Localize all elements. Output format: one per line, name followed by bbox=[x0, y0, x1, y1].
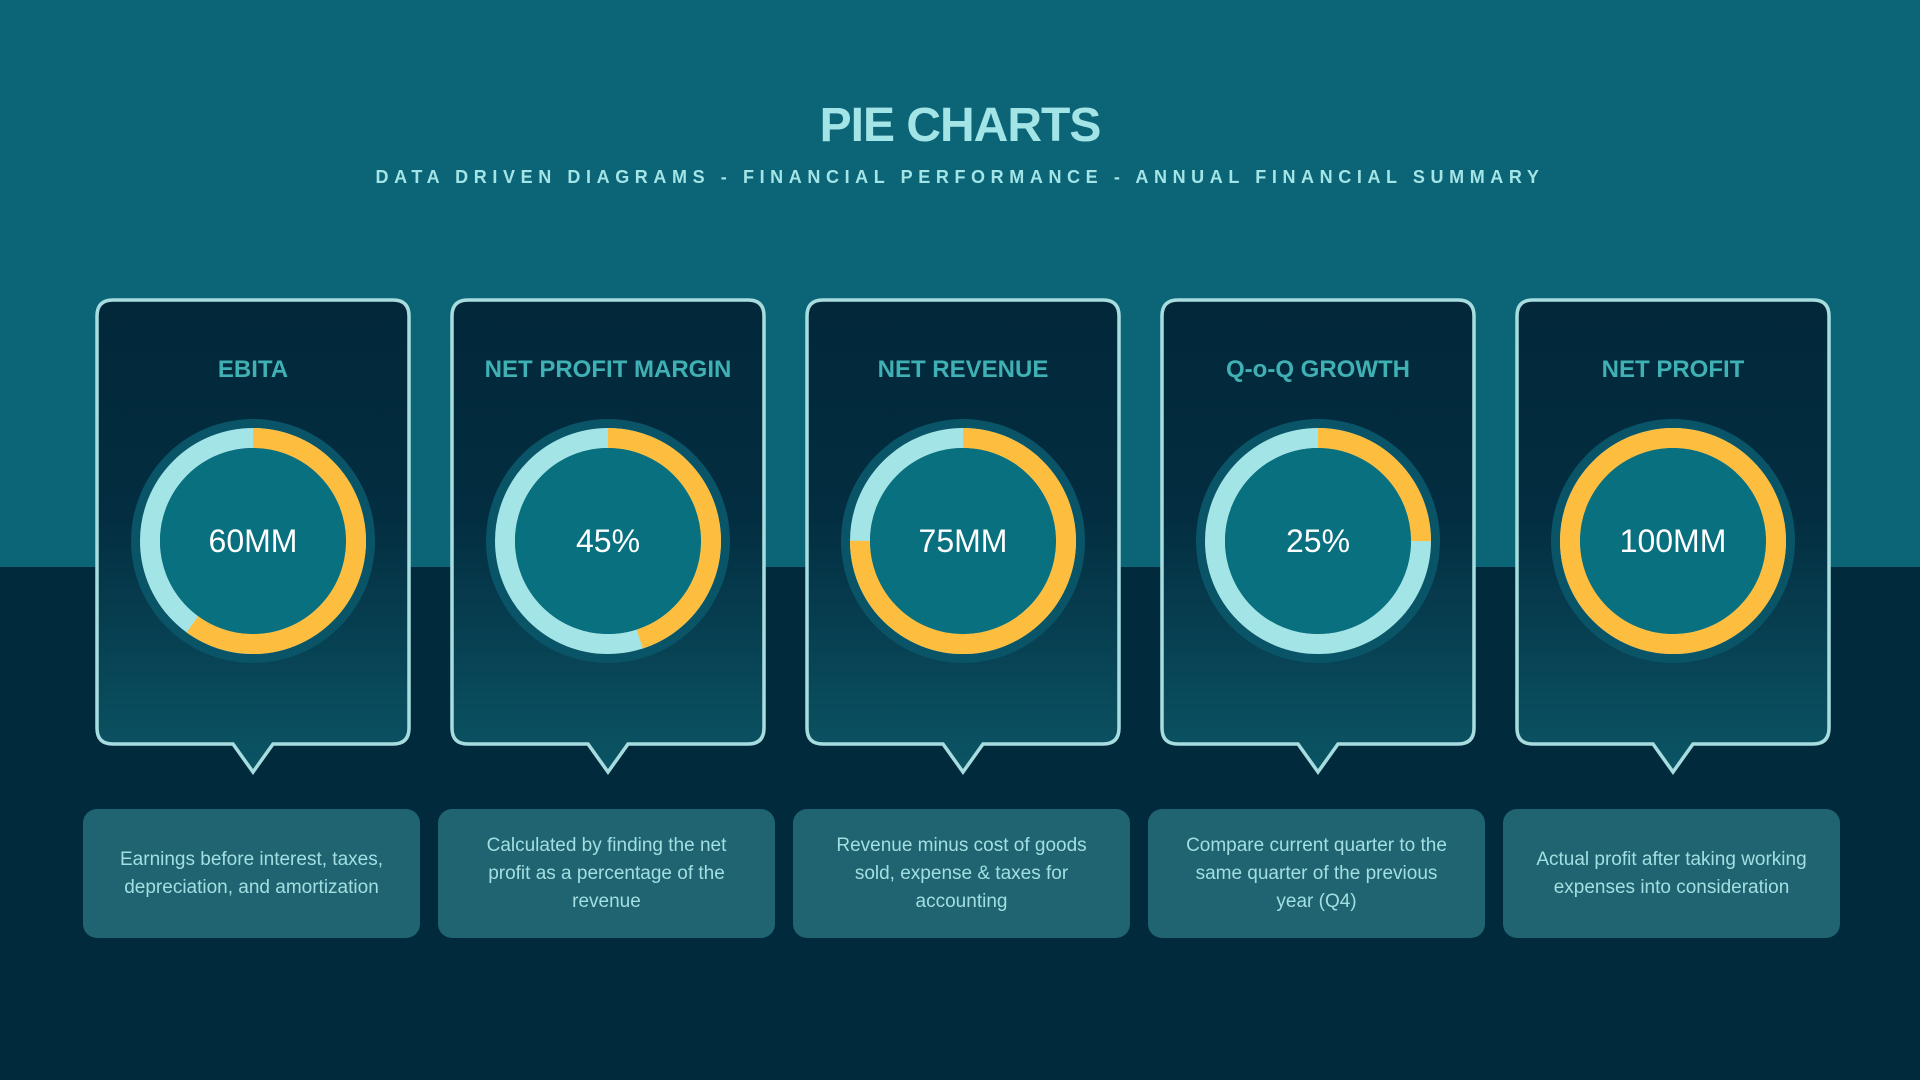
pie-card: NET PROFIT 100MM bbox=[1515, 298, 1831, 784]
description-text: Calculated by finding the net profit as … bbox=[486, 834, 727, 912]
description-text: Compare current quarter to the same quar… bbox=[1186, 834, 1447, 912]
card-title: NET PROFIT MARGIN bbox=[484, 356, 732, 383]
description-box: Earnings before interest, taxes, depreci… bbox=[83, 809, 420, 938]
description-text: Earnings before interest, taxes, depreci… bbox=[120, 848, 383, 898]
card-title: Q-o-Q GROWTH bbox=[1226, 356, 1410, 383]
description-box: Calculated by finding the net profit as … bbox=[438, 809, 775, 938]
donut-value-slice bbox=[1205, 428, 1431, 654]
pie-card: NET REVENUE 75MM bbox=[805, 298, 1121, 784]
description-text: Revenue minus cost of goods sold, expens… bbox=[836, 834, 1087, 912]
card-value: 100MM bbox=[1619, 523, 1727, 559]
page-title: PIE CHARTS bbox=[819, 99, 1102, 152]
donut-center bbox=[160, 448, 346, 634]
donut-value-slice bbox=[140, 428, 366, 654]
card-value: 60MM bbox=[208, 523, 298, 559]
description-text: Actual profit after taking working expen… bbox=[1536, 848, 1807, 898]
pie-card: NET PROFIT MARGIN 45% bbox=[450, 298, 766, 784]
card-title: EBITA bbox=[217, 356, 289, 383]
donut-center bbox=[1225, 448, 1411, 634]
donut-chart bbox=[1551, 419, 1795, 663]
donut-chart bbox=[1196, 419, 1440, 663]
donut-chart bbox=[841, 419, 1085, 663]
donut-center bbox=[870, 448, 1056, 634]
donut-center bbox=[515, 448, 701, 634]
page-subtitle: DATA DRIVEN DIAGRAMS - FINANCIAL PERFORM… bbox=[375, 167, 1545, 187]
donut-value-slice bbox=[495, 428, 721, 654]
pie-card: EBITA 60MM bbox=[95, 298, 411, 784]
card-value: 45% bbox=[575, 523, 641, 559]
donut-value-slice bbox=[1560, 428, 1786, 654]
card-value: 25% bbox=[1285, 523, 1351, 559]
description-box: Actual profit after taking working expen… bbox=[1503, 809, 1840, 938]
donut-center bbox=[1580, 448, 1766, 634]
card-title: NET PROFIT bbox=[1601, 356, 1745, 383]
card-title: NET REVENUE bbox=[877, 356, 1049, 383]
donut-chart bbox=[486, 419, 730, 663]
donut-chart bbox=[131, 419, 375, 663]
description-box: Revenue minus cost of goods sold, expens… bbox=[793, 809, 1130, 938]
card-value: 75MM bbox=[918, 523, 1008, 559]
description-box: Compare current quarter to the same quar… bbox=[1148, 809, 1485, 938]
donut-value-slice bbox=[850, 428, 1076, 654]
pie-card: Q-o-Q GROWTH 25% bbox=[1160, 298, 1476, 784]
